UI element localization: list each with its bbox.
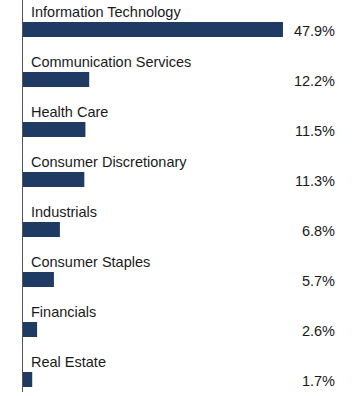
bar: [23, 322, 37, 337]
axis-line: [22, 0, 23, 392]
bar: [23, 122, 85, 137]
category-label: Industrials: [31, 204, 97, 220]
category-label: Financials: [31, 304, 96, 320]
category-label: Information Technology: [31, 4, 181, 20]
bar: [23, 22, 283, 37]
bar: [23, 72, 89, 87]
data-label: 5.7%: [302, 273, 335, 289]
category-label: Real Estate: [31, 354, 106, 370]
category-label: Health Care: [31, 104, 108, 120]
chart-svg: Information Technology 47.9% Communication…: [0, 0, 360, 396]
bar: [23, 172, 84, 187]
category-label: Communication Services: [31, 54, 191, 70]
bar: [23, 272, 54, 287]
data-label: 47.9%: [294, 23, 335, 39]
bar: [23, 372, 32, 387]
labels: Information Technology 47.9% Communication…: [31, 4, 335, 389]
data-label: 11.3%: [295, 173, 335, 189]
bar: [23, 222, 60, 237]
data-label: 11.5%: [295, 123, 335, 139]
data-label: 6.8%: [302, 223, 335, 239]
chart-container: Information Technology 47.9% Communication…: [0, 0, 360, 396]
data-label: 1.7%: [302, 373, 335, 389]
data-label: 12.2%: [294, 73, 335, 89]
category-label: Consumer Staples: [31, 254, 150, 270]
category-label: Consumer Discretionary: [31, 154, 187, 170]
data-label: 2.6%: [302, 323, 335, 339]
bars: [23, 22, 283, 387]
